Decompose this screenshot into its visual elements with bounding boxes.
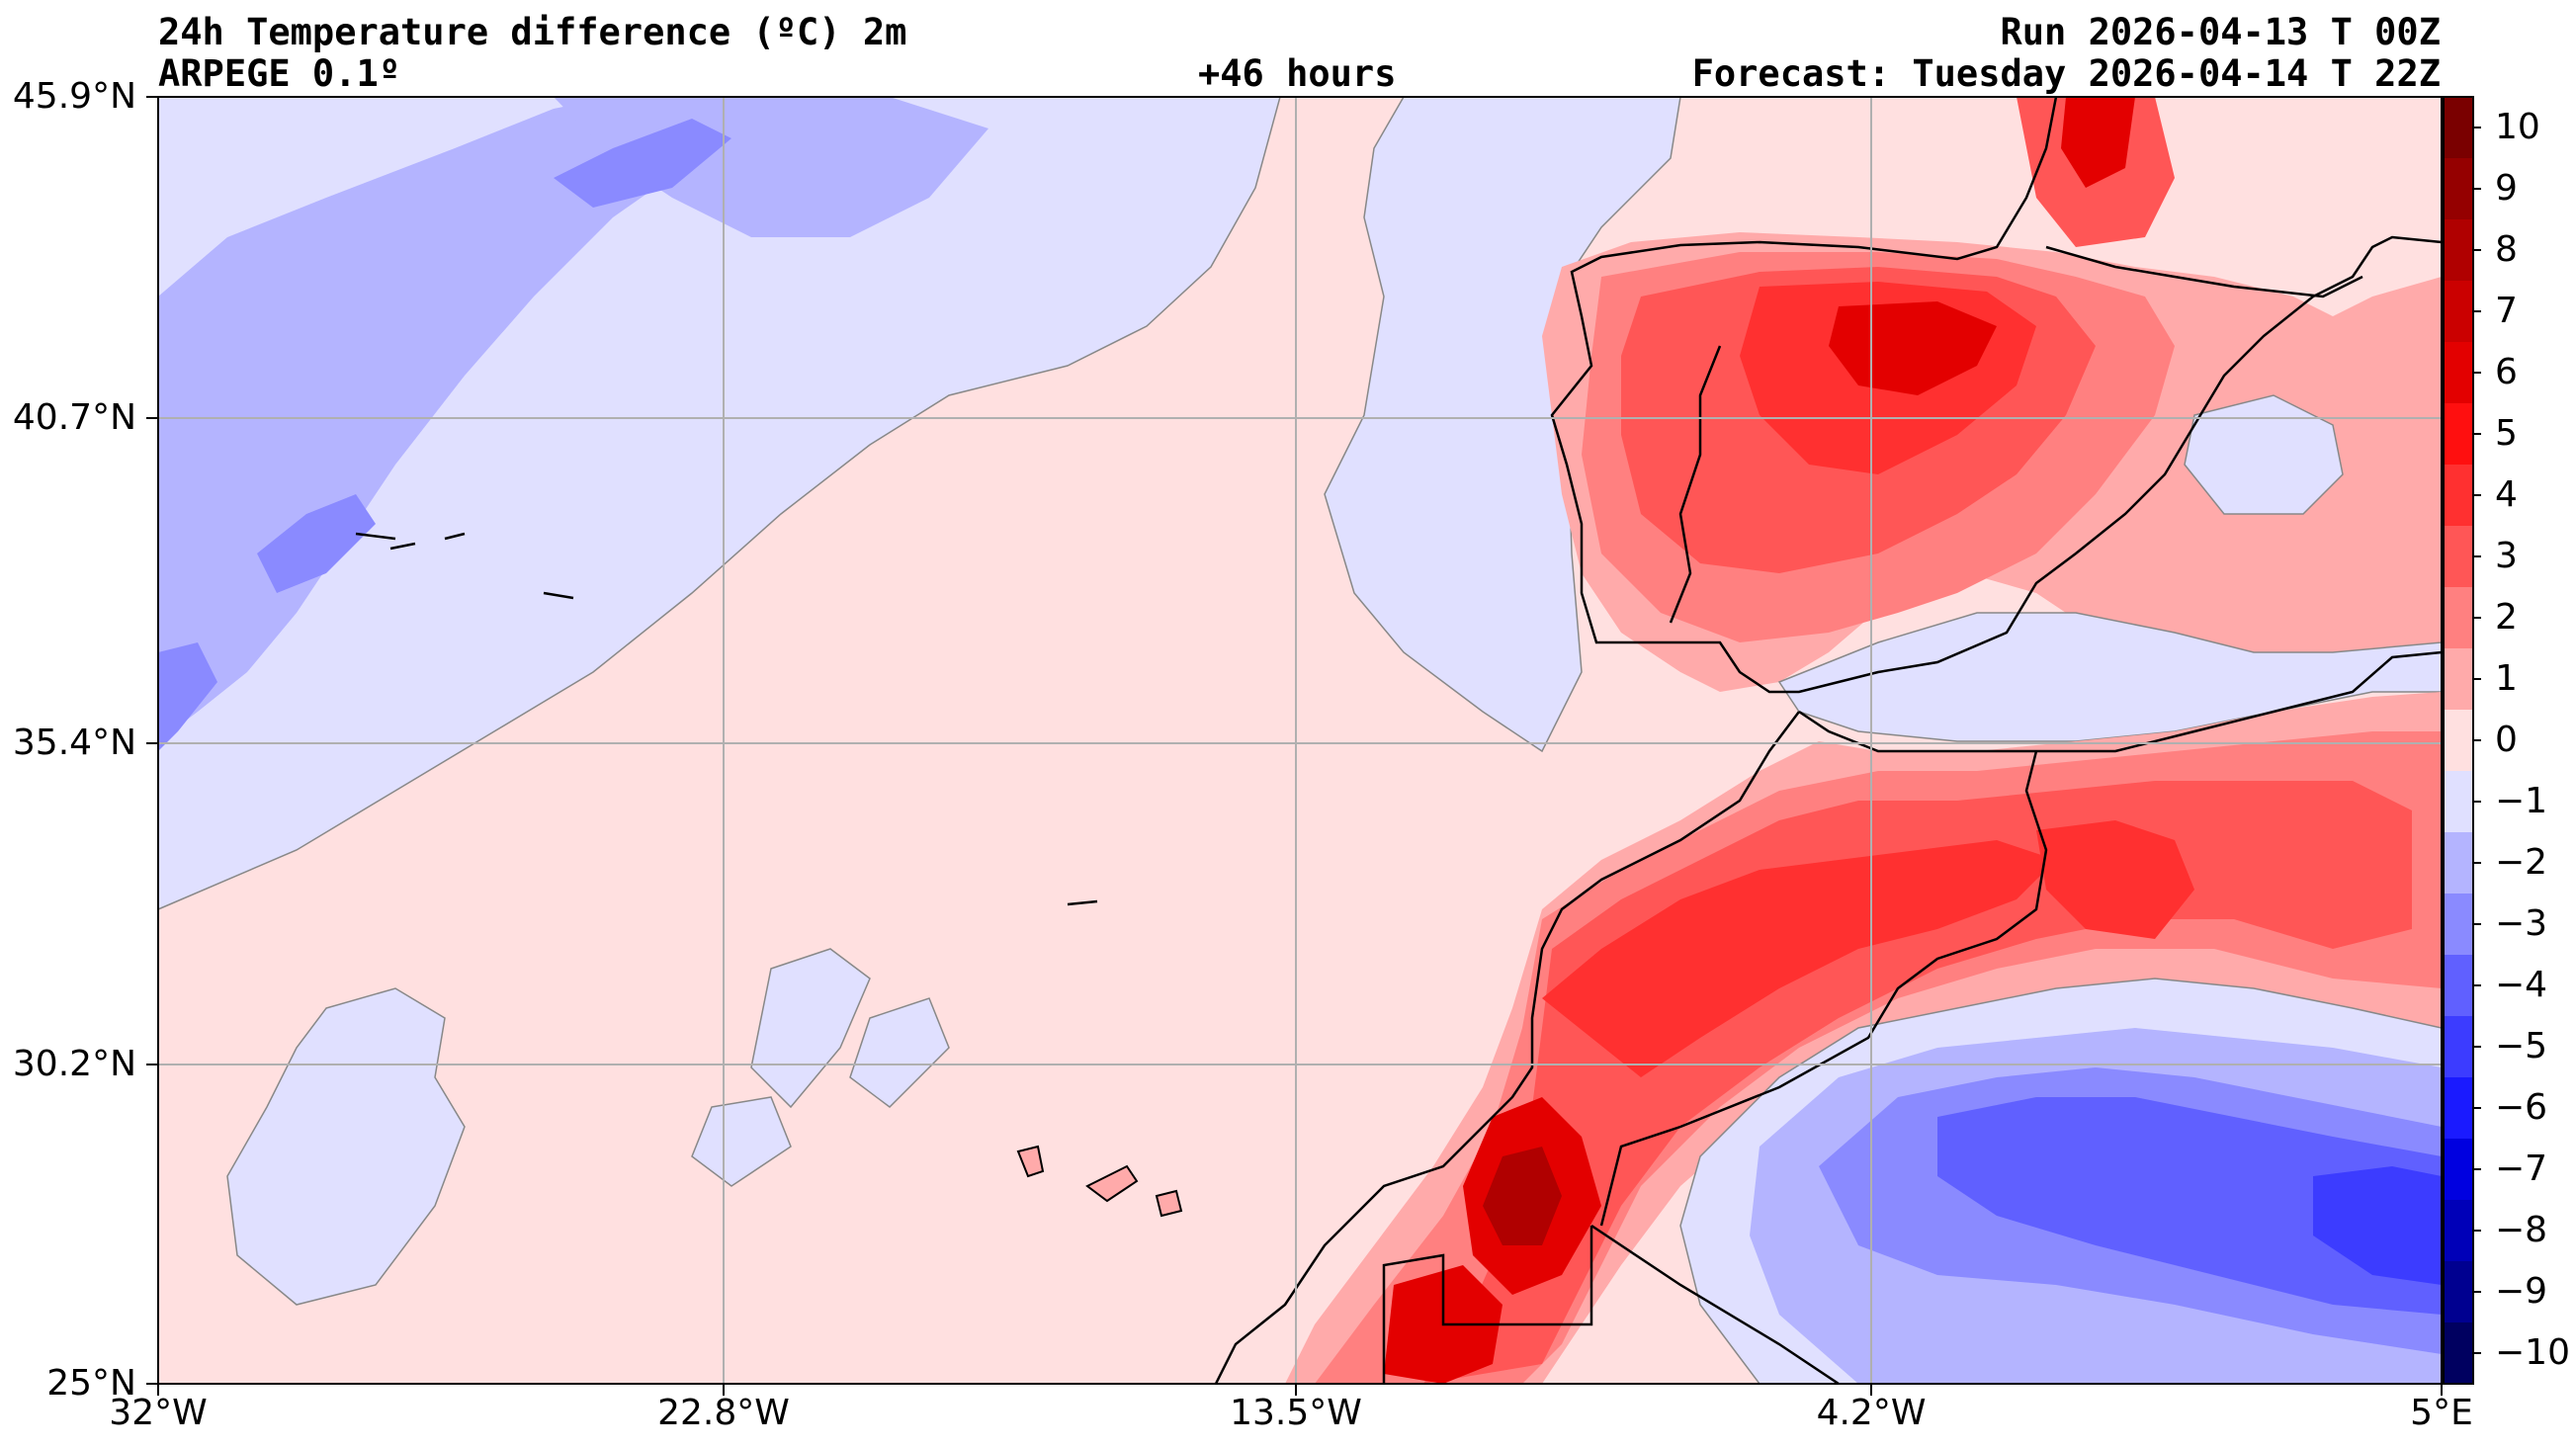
colorbar-swatch: [2444, 403, 2473, 466]
lon-label-22-8w: 22.8°W: [657, 1393, 790, 1433]
colorbar-swatch: [2444, 1261, 2473, 1323]
colorbar-swatch: [2444, 587, 2473, 649]
colorbar-label: −9: [2495, 1271, 2548, 1312]
colorbar-label: 6: [2495, 352, 2518, 392]
colorbar-swatch: [2444, 1016, 2473, 1078]
colorbar-label: 4: [2495, 474, 2518, 515]
coastline-iberia: [1550, 97, 2442, 694]
colorbar-swatch: [2444, 158, 2473, 220]
border-france-spain: [2045, 245, 2363, 298]
colorbar-swatch: [2444, 342, 2473, 404]
lon-label-13-5w: 13.5°W: [1230, 1393, 1362, 1433]
colorbar-swatch: [2444, 1139, 2473, 1201]
colorbar-swatch: [2444, 1077, 2473, 1140]
colorbar-swatch: [2444, 281, 2473, 343]
colorbar-label: −8: [2495, 1210, 2548, 1250]
border-morocco-algeria: [1599, 750, 2048, 1227]
lat-label-25: 25°N: [46, 1363, 136, 1404]
cool-patch-central-2: [849, 997, 950, 1108]
run-label: Run 2026-04-13 T 00Z: [2000, 11, 2441, 53]
cool-patch-west: [226, 987, 466, 1306]
colorbar-label: −2: [2495, 842, 2548, 883]
sahara-coast-red6: [1483, 1147, 1562, 1245]
colorbar-frame: [2443, 96, 2474, 1385]
mediterranean-cool: [1777, 612, 2442, 742]
colorbar-label: 8: [2495, 229, 2518, 270]
axis-ticks: [146, 96, 2443, 1396]
lead-time-label: +46 hours: [1198, 52, 1397, 95]
cool-patch-central: [750, 948, 871, 1109]
map-frame: [157, 96, 2443, 1385]
madeira-island: [1067, 899, 1098, 906]
colorbar-label: 9: [2495, 168, 2518, 209]
colorbar-label: 0: [2495, 720, 2518, 760]
lat-label-35-4: 35.4°N: [12, 723, 136, 763]
lat-label-45-9: 45.9°N: [12, 76, 136, 117]
model-label: ARPEGE 0.1º: [158, 52, 401, 95]
cold-streak-1: [257, 494, 376, 593]
forecast-label: Forecast: Tuesday 2026-04-14 T 22Z: [1691, 52, 2441, 95]
lon-label-4-2w: 4.2°W: [1816, 1393, 1927, 1433]
colorbar-swatch: [2444, 465, 2473, 527]
land-africa-red4-east: [2036, 820, 2194, 939]
land-africa-red4: [1542, 840, 2056, 1077]
colorbar-swatch: [2444, 710, 2473, 772]
cool-region-biscay: [1324, 97, 1681, 753]
colorbar-label: −5: [2495, 1026, 2548, 1066]
colorbar-swatch: [2444, 1322, 2473, 1385]
border-western-sahara: [1382, 1226, 1593, 1384]
colorbar: [2444, 97, 2481, 1385]
colorbar-swatch: [2444, 832, 2473, 894]
cold-band-1: [158, 97, 791, 741]
colorbar-label: −10: [2495, 1332, 2570, 1373]
colorbar-label: −6: [2495, 1087, 2548, 1128]
cool-patch-south: [691, 1096, 792, 1187]
colorbar-swatch: [2444, 894, 2473, 956]
cold-streak-2: [158, 642, 217, 751]
gridlines: [158, 97, 2442, 1384]
lon-label-5e: 5°E: [2410, 1393, 2473, 1433]
lat-label-30-2: 30.2°N: [12, 1044, 136, 1084]
border-mauritania: [1590, 1224, 1840, 1384]
azores-islands: [355, 532, 574, 600]
colorbar-label: 1: [2495, 658, 2518, 699]
colorbar-label: 3: [2495, 536, 2518, 576]
colorbar-swatch: [2444, 955, 2473, 1017]
balearic-cool: [2184, 394, 2344, 515]
sahara-blue3: [1937, 1097, 2442, 1315]
colorbar-label: 7: [2495, 291, 2518, 331]
cold-streak-3: [554, 119, 731, 208]
colorbar-label: −1: [2495, 781, 2548, 821]
colorbar-label: 2: [2495, 597, 2518, 638]
colorbar-label: −3: [2495, 903, 2548, 944]
sahara-blue4: [2313, 1166, 2442, 1285]
colorbar-swatch: [2444, 771, 2473, 833]
lon-label-32w: 32°W: [109, 1393, 208, 1433]
lat-label-40-7: 40.7°N: [12, 397, 136, 438]
colorbar-swatch: [2444, 526, 2473, 588]
colorbar-swatch: [2444, 648, 2473, 711]
colorbar-label: −4: [2495, 965, 2548, 1005]
coastlines: [355, 97, 2442, 1384]
colorbar-label: 10: [2495, 107, 2540, 147]
map-field: [158, 97, 2442, 1384]
border-portugal-spain: [1669, 345, 1722, 624]
colorbar-label: 5: [2495, 413, 2518, 454]
colorbar-swatch: [2444, 97, 2473, 159]
colorbar-swatch: [2444, 219, 2473, 282]
colorbar-label: −7: [2495, 1149, 2548, 1189]
map-title: 24h Temperature difference (ºC) 2m: [158, 11, 907, 53]
colorbar-swatch: [2444, 1200, 2473, 1262]
coastline-africa: [1214, 650, 2442, 1384]
france-red-deep: [2061, 97, 2135, 188]
canary-islands: [1016, 1145, 1183, 1218]
